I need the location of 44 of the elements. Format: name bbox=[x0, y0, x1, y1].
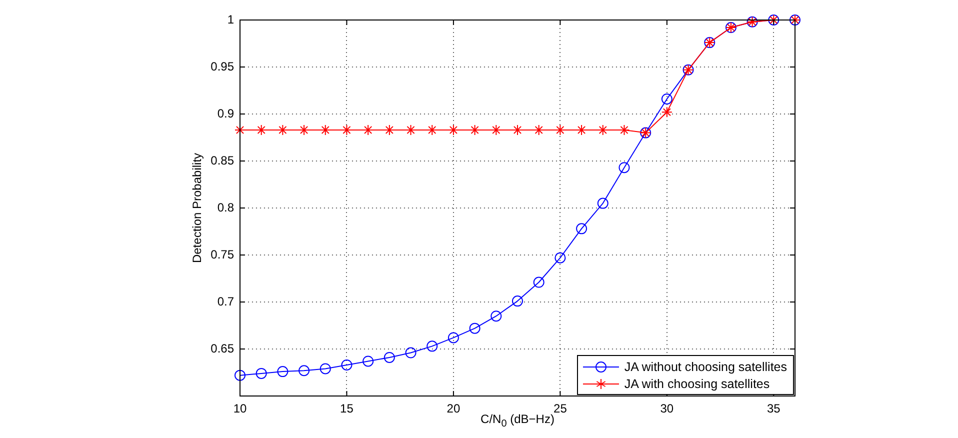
point bbox=[512, 124, 523, 136]
y-tick-label: 0.8 bbox=[217, 200, 234, 214]
point bbox=[469, 322, 480, 334]
point bbox=[533, 276, 544, 288]
point bbox=[298, 365, 310, 376]
x-tick-label: 35 bbox=[766, 402, 781, 416]
y-tick-label: 1 bbox=[227, 12, 234, 26]
point bbox=[362, 356, 374, 367]
x-tick-label: 25 bbox=[554, 402, 568, 416]
legend-label: JA with choosing satellites bbox=[624, 376, 770, 390]
point bbox=[341, 124, 352, 136]
point bbox=[490, 310, 502, 322]
point bbox=[469, 124, 480, 136]
point bbox=[597, 198, 608, 209]
point bbox=[618, 162, 630, 174]
point bbox=[576, 223, 588, 234]
point bbox=[512, 296, 523, 307]
y-axis-title: Detection Probability bbox=[190, 152, 204, 264]
point bbox=[277, 366, 288, 378]
point bbox=[554, 252, 566, 264]
x-tick-label: 20 bbox=[446, 402, 460, 416]
x-axis-title: C/N$_{0}$ (dB−Hz) bbox=[480, 412, 554, 430]
point bbox=[384, 352, 395, 363]
x-tick-label: 15 bbox=[340, 402, 354, 416]
y-tick-label: 0.7 bbox=[217, 294, 234, 308]
point bbox=[405, 124, 416, 136]
point bbox=[661, 106, 672, 118]
x-tick-label: 30 bbox=[660, 402, 674, 416]
point bbox=[320, 363, 331, 374]
legend-label: JA without choosing satellites bbox=[624, 360, 787, 374]
point bbox=[618, 124, 630, 136]
y-tick-label: 0.75 bbox=[210, 247, 234, 262]
point bbox=[256, 368, 267, 379]
y-tick-label: 0.65 bbox=[210, 341, 234, 356]
point bbox=[234, 370, 246, 381]
point bbox=[661, 93, 672, 104]
y-tick-label: 0.95 bbox=[210, 59, 234, 74]
x-tick-label: 10 bbox=[233, 402, 247, 416]
point bbox=[405, 347, 416, 358]
point bbox=[448, 332, 459, 344]
point bbox=[341, 359, 352, 370]
y-tick-label: 0.85 bbox=[210, 153, 234, 168]
point bbox=[426, 340, 438, 352]
y-tick-label: 0.9 bbox=[217, 106, 234, 120]
